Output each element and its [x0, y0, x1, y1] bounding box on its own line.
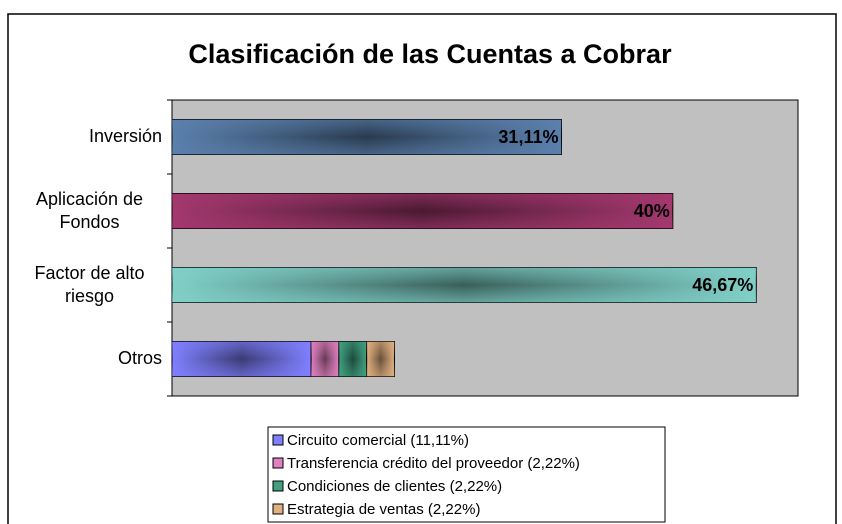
data-label: 40%: [634, 201, 670, 221]
category-label: Aplicación de Fondos: [35, 188, 144, 232]
legend-label: Condiciones de clientes (2,22%): [287, 478, 502, 495]
data-label: 31,11%: [498, 127, 558, 147]
legend-label: Circuito comercial (11,11%): [287, 432, 469, 449]
category-label-box: Aplicación de Fondos: [17, 174, 162, 248]
bar-shade: [366, 341, 395, 377]
category-label: Factor de alto riesgo: [34, 262, 145, 306]
legend-box: [267, 426, 666, 523]
bar-shade: [172, 341, 312, 377]
bar-shade: [338, 341, 367, 377]
category-label: Inversión: [88, 126, 162, 147]
chart-title: Clasificación de las Cuentas a Cobrar: [188, 39, 672, 69]
bar-shade: [172, 267, 757, 303]
category-label: Otros: [117, 348, 162, 369]
category-label-box: Inversión: [89, 100, 162, 174]
legend-swatch: [272, 480, 284, 492]
legend-label: Estrategia de ventas (2,22%): [287, 501, 480, 518]
bar-shade: [311, 341, 339, 377]
legend-swatch: [272, 503, 284, 515]
legend-swatch: [272, 457, 284, 469]
legend-swatch: [272, 434, 284, 446]
bar-shade: [172, 119, 562, 155]
category-label-box: Factor de alto riesgo: [17, 248, 162, 322]
data-label: 46,67%: [692, 275, 753, 295]
legend-label: Transferencia crédito del proveedor (2,2…: [287, 455, 580, 472]
category-label-box: Otros: [118, 322, 162, 396]
bar-shade: [172, 193, 673, 229]
